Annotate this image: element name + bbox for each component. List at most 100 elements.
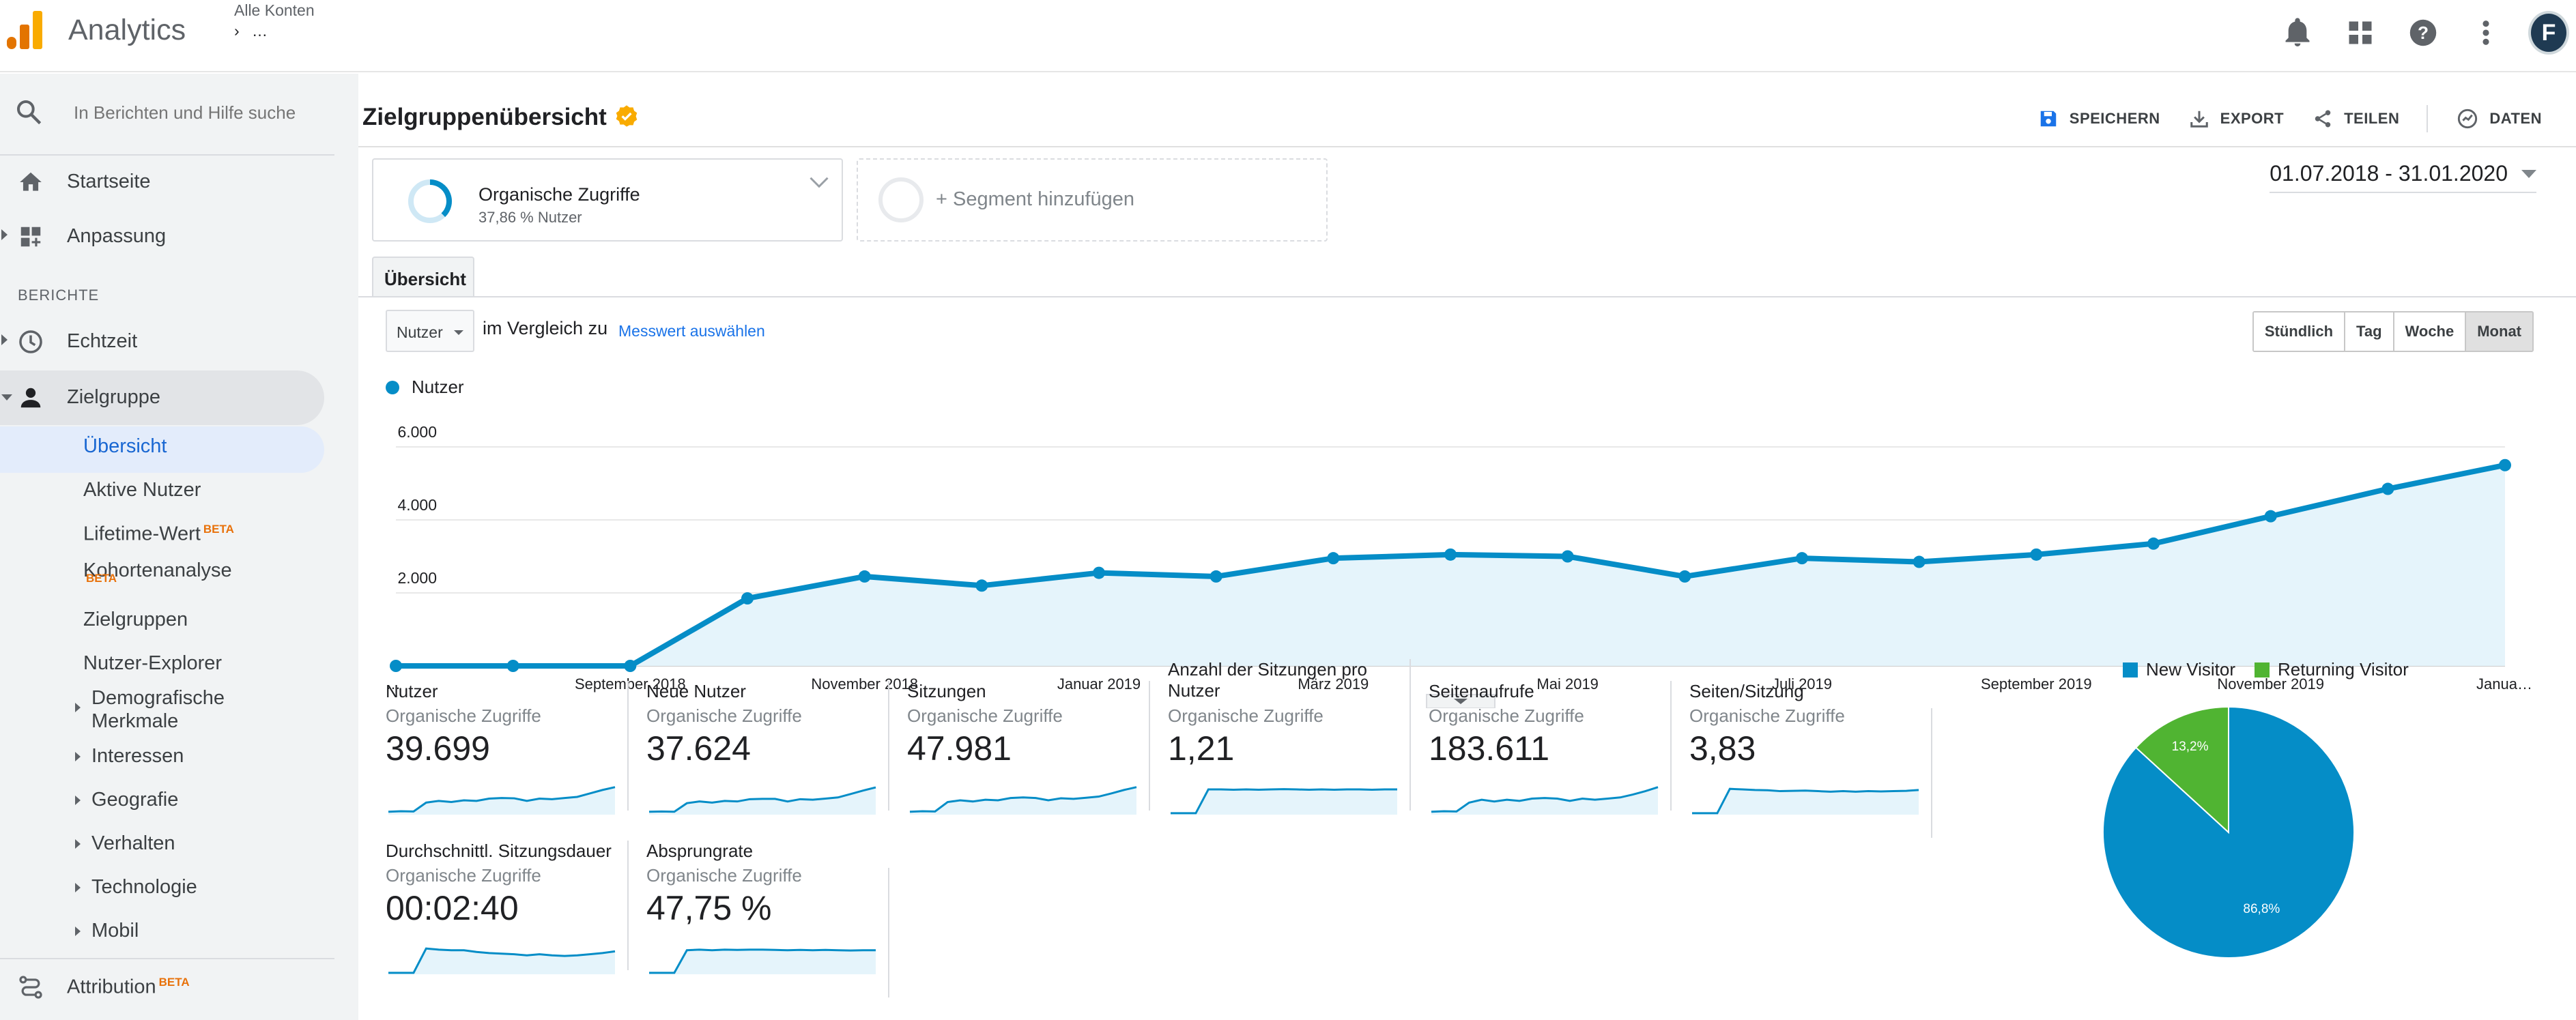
- data-point[interactable]: [1093, 566, 1105, 579]
- x-tick-label: März 2019: [1298, 675, 1369, 693]
- attribution-icon: [19, 976, 42, 999]
- date-range-picker[interactable]: 01.07.2018 - 31.01.2020: [2270, 161, 2536, 193]
- sidebar-sub-label: Lifetime-Wert: [83, 523, 201, 545]
- chevron-down-icon[interactable]: [809, 175, 829, 190]
- granularity-toggle: Stündlich Tag Woche Monat: [2252, 311, 2534, 352]
- dashboard-icon: [20, 227, 41, 247]
- x-tick-label: November 2019: [2217, 675, 2324, 693]
- add-segment-button[interactable]: + Segment hinzufügen: [857, 158, 1328, 242]
- scorecard[interactable]: Anzahl der Sitzungen pro Nutzer Organisch…: [1168, 659, 1427, 838]
- sidebar-sub-technologie[interactable]: Technologie: [91, 876, 197, 898]
- bell-icon[interactable]: [2277, 12, 2318, 53]
- save-button[interactable]: SPEICHERN: [2038, 108, 2160, 129]
- data-point[interactable]: [2030, 548, 2043, 561]
- sidebar-sub-verhalten[interactable]: Verhalten: [91, 832, 175, 854]
- scorecard[interactable]: Neue Nutzer Organische Zugriffe 37.624: [646, 681, 906, 838]
- granularity-month-button[interactable]: Monat: [2465, 312, 2532, 351]
- search-input[interactable]: [74, 102, 333, 123]
- sparkline-area: [1692, 789, 1919, 815]
- data-point[interactable]: [390, 660, 402, 672]
- nav-highlight-zielgruppe: [0, 370, 324, 425]
- scorecard[interactable]: Seitenaufrufe Organische Zugriffe 183.611: [1429, 681, 1688, 838]
- sidebar-sub-nutzer-explorer[interactable]: Nutzer-Explorer: [83, 652, 223, 674]
- scorecard-value: 37.624: [646, 729, 751, 768]
- data-point[interactable]: [506, 660, 519, 672]
- account-picker-label[interactable]: Alle Konten: [234, 1, 315, 19]
- granularity-day-button[interactable]: Tag: [2344, 312, 2393, 351]
- scorecard[interactable]: Absprungrate Organische Zugriffe 47,75 %: [646, 841, 906, 997]
- data-point[interactable]: [1444, 548, 1457, 561]
- sidebar-sub-kohortenanalyse[interactable]: Kohortenanalyse: [83, 559, 232, 582]
- scorecard-value: 3,83: [1689, 729, 1756, 768]
- sparkline-area: [910, 787, 1136, 815]
- empty-segment-ring-icon: [878, 177, 924, 222]
- expand-caret-icon: [75, 796, 81, 805]
- scorecard-value: 39.699: [386, 729, 490, 768]
- scorecard-divider: [1670, 681, 1672, 811]
- sidebar-sub-interessen[interactable]: Interessen: [91, 745, 184, 767]
- pie-slice-label: 86,8%: [2243, 902, 2280, 916]
- help-icon[interactable]: ?: [2403, 12, 2444, 53]
- sidebar-sub-demografische-merkmale[interactable]: Demografische Merkmale: [91, 687, 225, 732]
- pie-slice-returning-visitor[interactable]: [2134, 705, 2229, 834]
- scorecard-value: 183.611: [1429, 729, 1550, 768]
- account-avatar[interactable]: F: [2528, 11, 2569, 55]
- attribution-label: Attribution: [67, 976, 156, 998]
- share-button[interactable]: TEILEN: [2313, 108, 2399, 129]
- scorecard[interactable]: Seiten/Sitzung Organische Zugriffe 3,83: [1689, 681, 1949, 838]
- data-point[interactable]: [2147, 537, 2160, 550]
- sidebar-item-anpassung[interactable]: Anpassung: [0, 210, 334, 262]
- scorecard[interactable]: Nutzer Organische Zugriffe 39.699: [386, 681, 645, 838]
- scorecard[interactable]: Durchschnittl. Sitzungsdauer Organische Z…: [386, 841, 645, 997]
- data-point[interactable]: [975, 579, 988, 592]
- data-point[interactable]: [1678, 570, 1691, 583]
- data-point[interactable]: [1327, 552, 1340, 565]
- data-point[interactable]: [624, 660, 637, 672]
- metric-select[interactable]: Nutzer: [386, 310, 474, 352]
- share-label: TEILEN: [2344, 110, 2400, 127]
- segment-card[interactable]: Organische Zugriffe 37,86 % Nutzer: [372, 158, 843, 242]
- data-point[interactable]: [1210, 570, 1222, 583]
- data-point[interactable]: [2499, 458, 2511, 471]
- expand-caret-icon: [75, 839, 81, 849]
- sidebar-item-startseite[interactable]: Startseite: [0, 156, 334, 207]
- data-point[interactable]: [1913, 555, 1926, 568]
- sidebar-sub-lifetime-wert[interactable]: Lifetime-Wert BETA: [83, 523, 234, 546]
- visitor-pie-chart: 86,8% 13,2%: [2102, 705, 2355, 959]
- sidebar-item-zielgruppe[interactable]: Zielgruppe: [0, 371, 334, 423]
- export-button[interactable]: EXPORT: [2189, 108, 2284, 129]
- data-point[interactable]: [1561, 550, 1574, 563]
- data-point[interactable]: [858, 570, 871, 583]
- sparkline-line: [648, 786, 876, 813]
- scorecard-sparkline: [1431, 786, 1659, 815]
- sidebar-sub-uebersicht[interactable]: Übersicht: [83, 435, 167, 457]
- granularity-hourly-button[interactable]: Stündlich: [2253, 312, 2345, 351]
- sidebar-sub-geografie[interactable]: Geografie: [91, 789, 179, 811]
- apps-grid-icon[interactable]: [2340, 12, 2381, 53]
- account-picker-property[interactable]: › …: [234, 22, 272, 40]
- more-vert-icon[interactable]: [2465, 12, 2506, 53]
- beta-badge: BETA: [203, 523, 234, 536]
- tab-uebersicht[interactable]: Übersicht: [372, 257, 474, 297]
- scorecard[interactable]: Sitzungen Organische Zugriffe 47.981: [907, 681, 1167, 838]
- data-point[interactable]: [2264, 510, 2277, 523]
- sidebar-sub-zielgruppen[interactable]: Zielgruppen: [83, 609, 188, 630]
- select-metric-link[interactable]: Messwert auswählen: [618, 322, 765, 340]
- tab-label: Übersicht: [384, 269, 466, 289]
- data-insights-button[interactable]: DATEN: [2457, 108, 2542, 130]
- y-tick-label: 6.000: [397, 423, 437, 441]
- data-point[interactable]: [2381, 482, 2394, 495]
- sidebar-item-attribution[interactable]: Attribution BETA: [0, 961, 334, 1012]
- home-icon: [20, 172, 42, 191]
- chart-collapse-handle[interactable]: [1426, 694, 1495, 708]
- scorecard-segment: Organische Zugriffe: [1168, 705, 1323, 726]
- granularity-week-button[interactable]: Woche: [2392, 312, 2465, 351]
- data-point[interactable]: [741, 592, 754, 605]
- sidebar-item-echtzeit[interactable]: Echtzeit: [0, 315, 334, 367]
- analytics-logo-icon[interactable]: [5, 10, 44, 50]
- sidebar-sub-aktive-nutzer[interactable]: Aktive Nutzer: [83, 479, 201, 501]
- top-icons: ? F: [2255, 11, 2569, 55]
- data-point[interactable]: [1796, 552, 1808, 565]
- sidebar-sub-mobil[interactable]: Mobil: [91, 920, 139, 942]
- scorecard-title: Nutzer: [386, 681, 438, 701]
